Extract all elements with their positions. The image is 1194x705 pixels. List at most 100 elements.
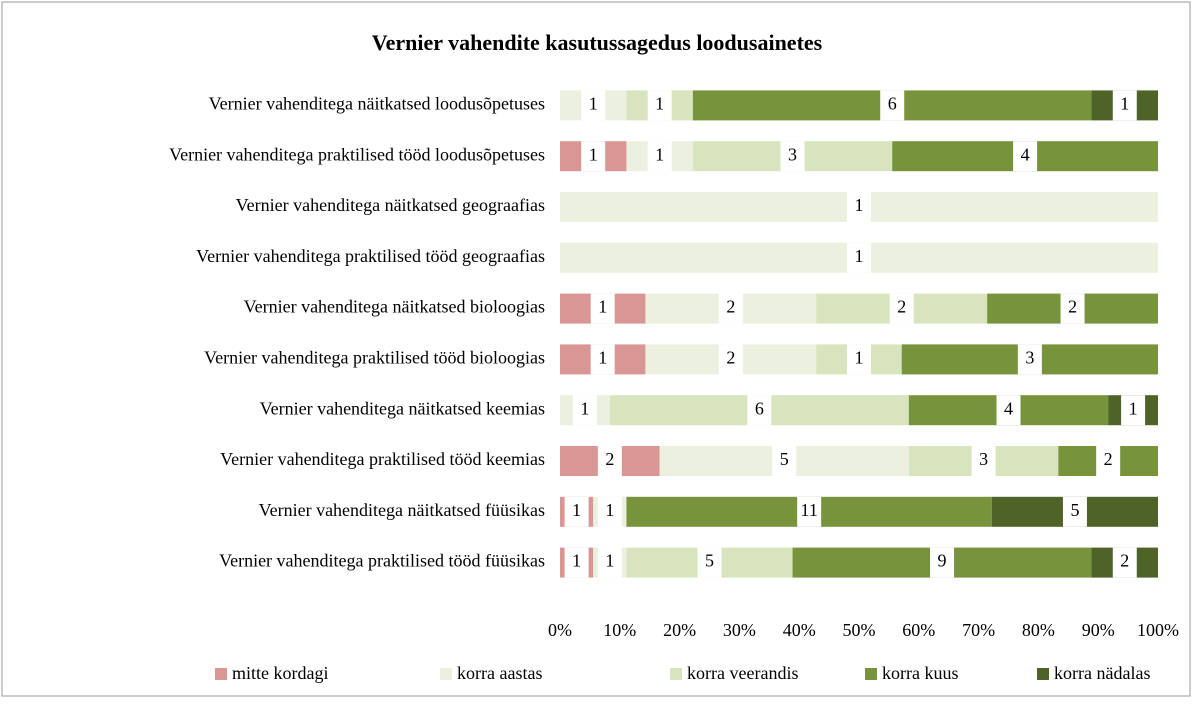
data-label: 1	[655, 94, 664, 114]
x-tick-label: 60%	[902, 620, 935, 640]
data-label: 4	[1021, 144, 1030, 164]
label-background	[1062, 496, 1087, 527]
data-label: 1	[605, 500, 614, 520]
y-tick-label: Vernier vahenditega praktilised tööd bio…	[204, 348, 545, 368]
label-background	[564, 496, 589, 527]
legend-label: korra nädalas	[1054, 663, 1150, 683]
data-label: 1	[572, 551, 581, 571]
data-label: 5	[780, 449, 789, 469]
data-label: 2	[1120, 551, 1129, 571]
legend-swatch	[440, 668, 452, 680]
x-tick-label: 0%	[548, 620, 572, 640]
label-background	[747, 395, 772, 426]
label-background	[581, 90, 606, 121]
label-background	[1096, 446, 1121, 476]
data-label: 1	[589, 144, 598, 164]
data-label: 1	[855, 195, 864, 215]
y-tick-label: Vernier vahenditega praktilised tööd geo…	[196, 246, 545, 266]
label-background	[697, 547, 722, 578]
y-tick-label: Vernier vahenditega praktilised tööd kee…	[220, 449, 545, 469]
legend-label: korra aastas	[457, 663, 542, 683]
data-label: 6	[755, 398, 764, 418]
data-label: 5	[705, 551, 714, 571]
label-background	[564, 547, 589, 578]
label-background	[597, 446, 622, 476]
data-label: 1	[605, 551, 614, 571]
label-background	[772, 446, 797, 476]
label-background	[780, 141, 805, 172]
x-tick-label: 30%	[723, 620, 756, 640]
data-label: 2	[1068, 297, 1077, 317]
y-tick-label: Vernier vahenditega näitkatsed keemias	[260, 398, 545, 418]
label-background	[597, 547, 622, 578]
label-background	[1112, 547, 1137, 578]
y-tick-label: Vernier vahenditega praktilised tööd loo…	[169, 144, 545, 164]
y-tick-label: Vernier vahenditega näitkatsed bioloogia…	[244, 297, 545, 317]
y-tick-label: Vernier vahenditega näitkatsed geograafi…	[236, 195, 545, 215]
label-background	[718, 344, 743, 375]
data-label: 1	[572, 500, 581, 520]
x-tick-label: 90%	[1082, 620, 1115, 640]
data-label: 1	[655, 144, 664, 164]
label-background	[590, 344, 615, 375]
label-background	[880, 90, 905, 121]
label-background	[647, 90, 672, 121]
data-label: 2	[605, 449, 614, 469]
legend-label: mitte kordagi	[232, 663, 328, 683]
data-label: 1	[855, 348, 864, 368]
data-label: 1	[598, 348, 607, 368]
legend-swatch	[1037, 668, 1049, 680]
label-background	[597, 496, 622, 527]
y-tick-label: Vernier vahenditega näitkatsed loodusõpe…	[209, 94, 545, 114]
label-background	[847, 192, 871, 222]
data-label: 9	[938, 551, 947, 571]
chart-title: Vernier vahendite kasutussagedus loodusa…	[372, 30, 823, 55]
data-label: 3	[788, 144, 797, 164]
data-label: 3	[979, 449, 988, 469]
label-background	[590, 293, 615, 324]
data-label: 2	[726, 297, 735, 317]
y-tick-label: Vernier vahenditega näitkatsed füüsikas	[259, 500, 545, 520]
label-background	[1112, 90, 1137, 121]
data-label: 4	[1004, 398, 1013, 418]
x-tick-label: 50%	[843, 620, 876, 640]
legend-swatch	[215, 668, 227, 680]
data-label: 3	[1025, 348, 1034, 368]
legend-swatch	[865, 668, 877, 680]
label-background	[1121, 395, 1146, 426]
label-background	[572, 395, 597, 426]
x-tick-label: 70%	[962, 620, 995, 640]
label-background	[1060, 293, 1085, 324]
data-label: 1	[1129, 398, 1138, 418]
x-tick-label: 100%	[1137, 620, 1179, 640]
x-tick-label: 80%	[1022, 620, 1055, 640]
label-background	[1013, 141, 1038, 172]
data-label: 1	[598, 297, 607, 317]
label-background	[797, 496, 822, 527]
label-background	[971, 446, 996, 476]
data-label: 1	[580, 398, 589, 418]
data-label: 6	[888, 94, 897, 114]
label-background	[889, 293, 914, 324]
label-background	[847, 242, 871, 273]
label-background	[718, 293, 743, 324]
data-label: 5	[1070, 500, 1079, 520]
data-label: 1	[589, 94, 598, 114]
legend-swatch	[670, 668, 682, 680]
data-label: 1	[855, 246, 864, 266]
label-background	[647, 141, 672, 172]
y-tick-label: Vernier vahenditega praktilised tööd füü…	[219, 551, 545, 571]
data-label: 11	[800, 500, 817, 520]
data-label: 1	[1120, 94, 1129, 114]
label-background	[996, 395, 1021, 426]
data-label: 2	[1104, 449, 1113, 469]
label-background	[581, 141, 606, 172]
label-background	[847, 344, 871, 375]
data-label: 2	[897, 297, 906, 317]
x-tick-label: 40%	[783, 620, 816, 640]
label-background	[930, 547, 955, 578]
label-background	[1017, 344, 1042, 375]
legend-label: korra kuus	[882, 663, 958, 683]
x-tick-label: 20%	[663, 620, 696, 640]
